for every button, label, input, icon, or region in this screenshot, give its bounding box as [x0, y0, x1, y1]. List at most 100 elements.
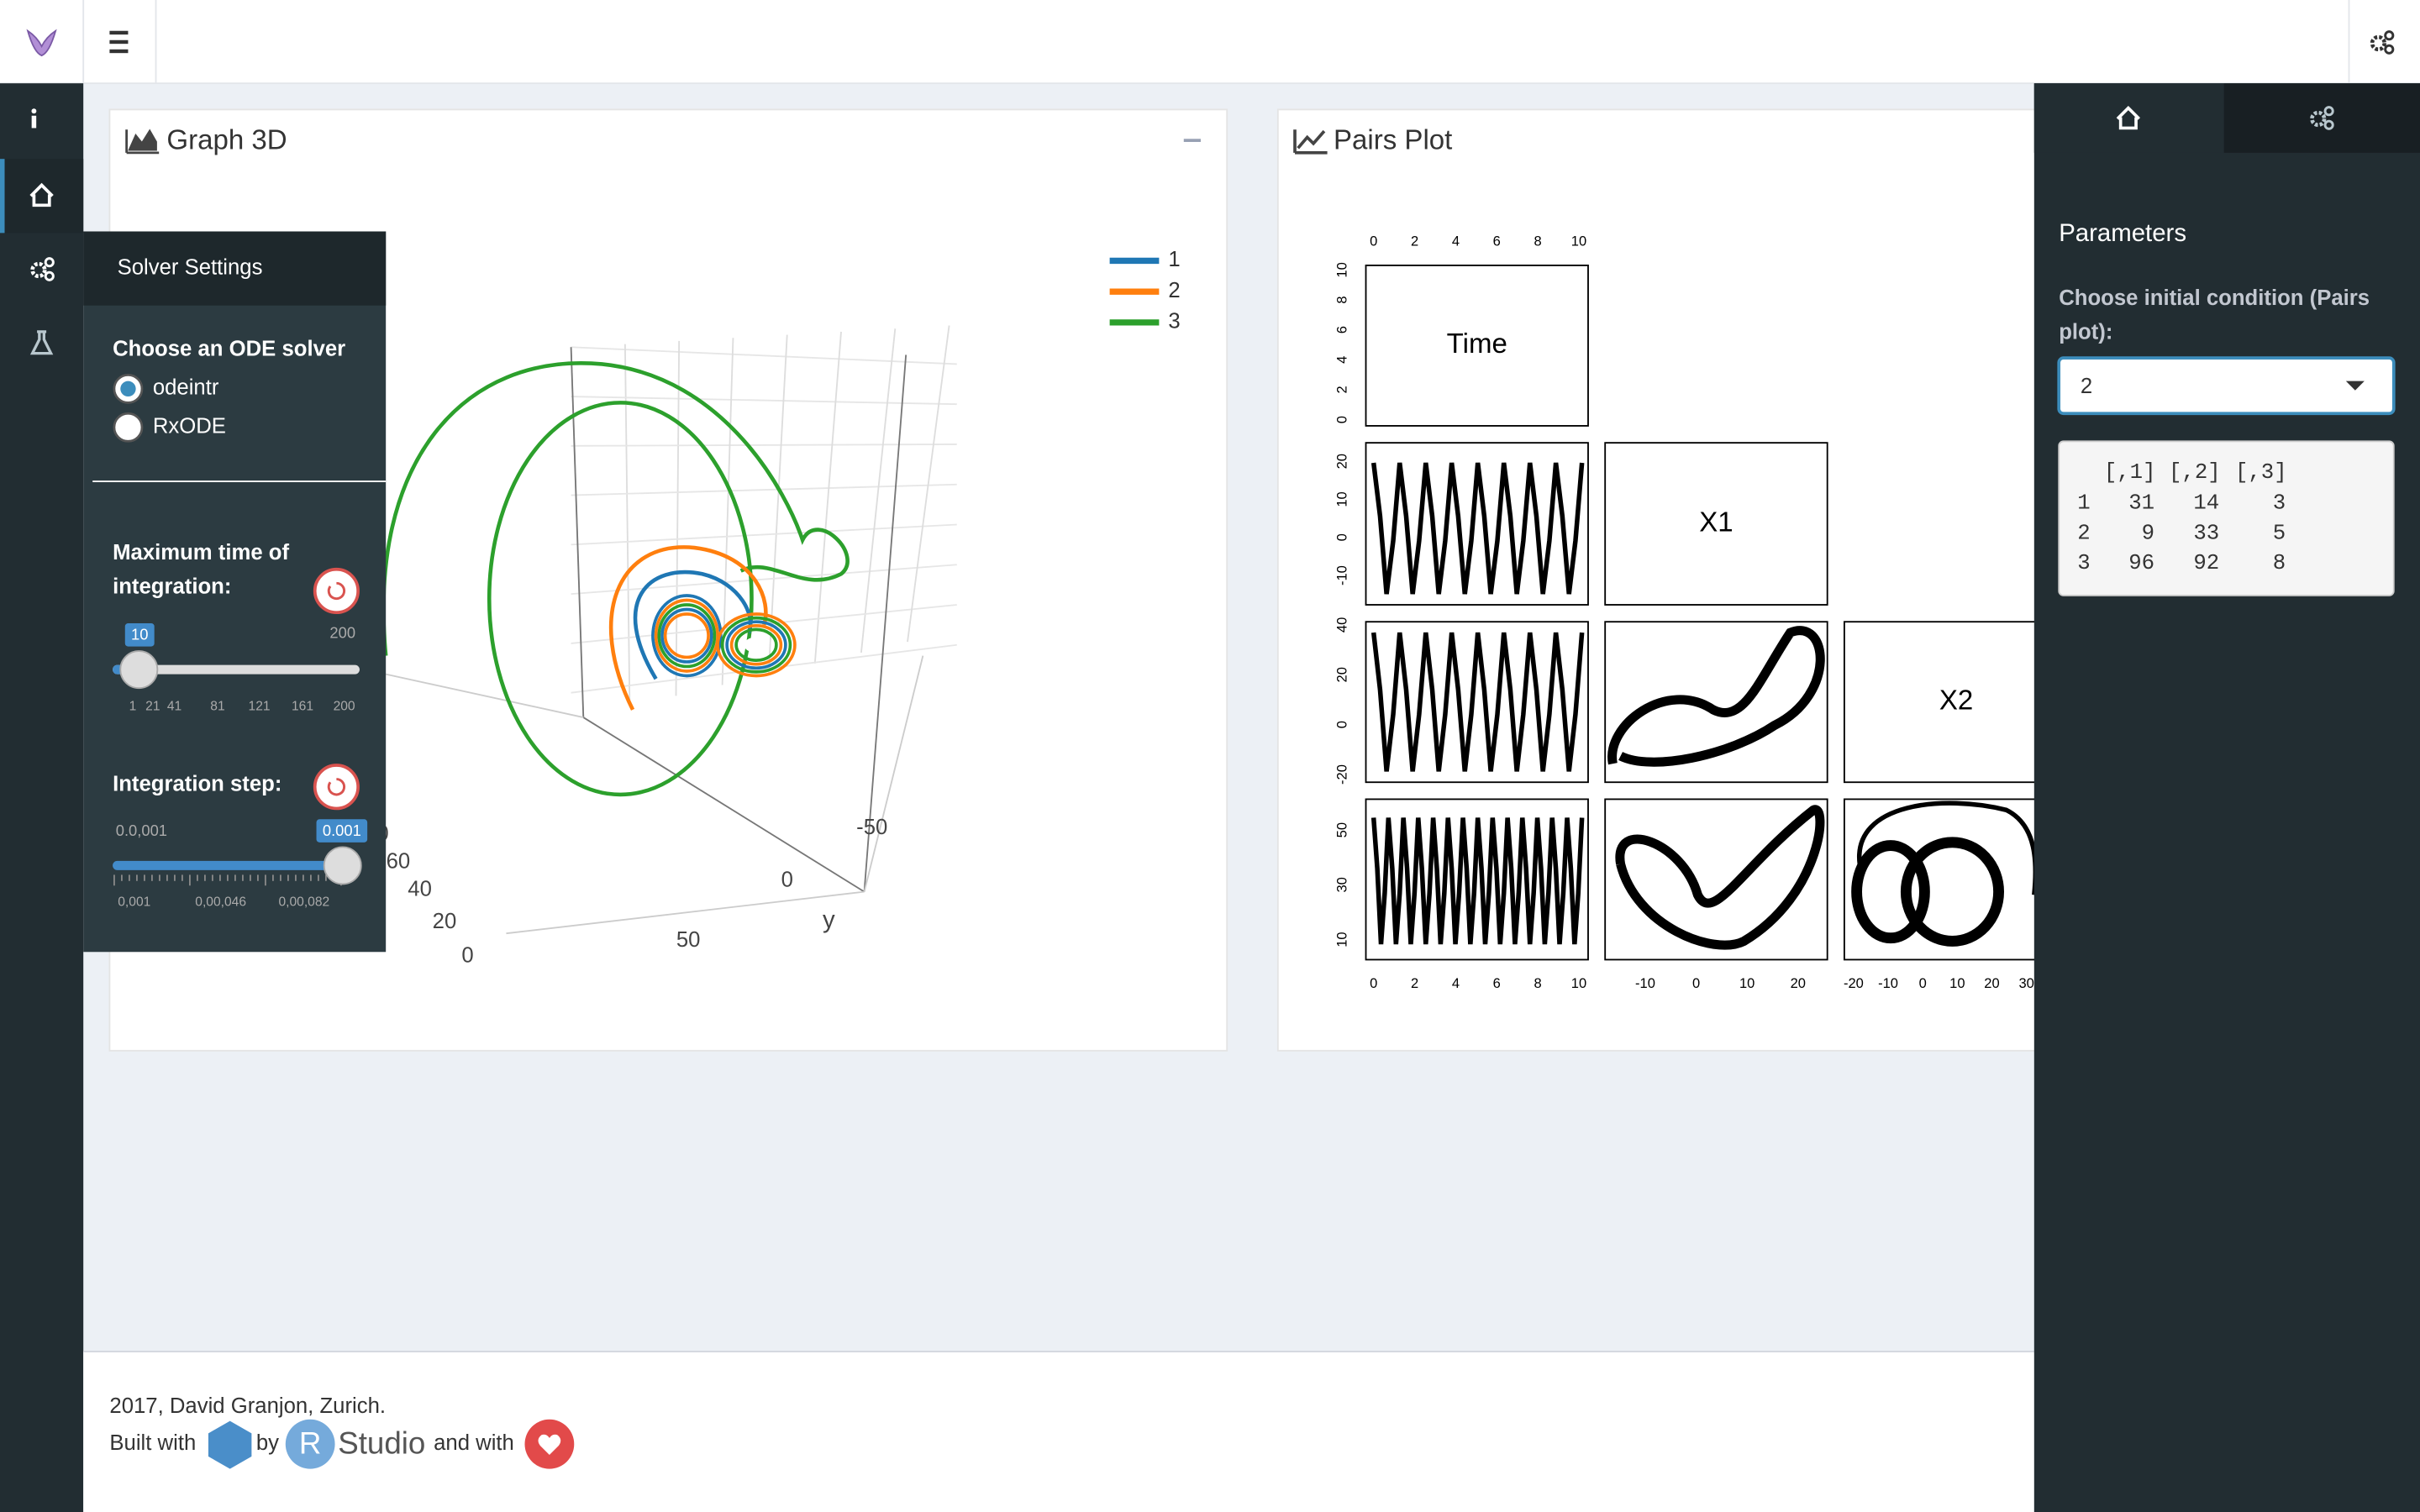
radio-label[interactable]: odeintr — [153, 376, 219, 400]
sidebar-active — [0, 159, 84, 234]
axis-tick-label: 30 — [1334, 877, 1349, 892]
slider-handle[interactable] — [119, 650, 159, 690]
slider-handle[interactable] — [323, 846, 362, 885]
table-header: [,1] — [2104, 460, 2156, 485]
gear-icon — [2323, 119, 2334, 130]
panel-label: X2 — [1939, 685, 1973, 716]
pairs-panel — [1365, 265, 1589, 427]
solver-settings-menu: Solver Settings Choose an ODE solver odein… — [83, 231, 387, 953]
axis-tick-label: 10 — [1571, 234, 1586, 249]
table-cell: 33 — [2193, 521, 2219, 545]
slider-tick-label: 200 — [334, 699, 355, 713]
select-input[interactable] — [2057, 356, 2396, 416]
axis-tick-label: 0 — [1334, 416, 1349, 423]
menu-toggle[interactable] — [109, 30, 129, 35]
attractor-loop — [729, 623, 783, 666]
axis-tick-label: 60 — [387, 850, 411, 874]
menu-header — [83, 231, 387, 306]
pairs-panel — [1843, 621, 2070, 784]
pairs-panel — [1604, 442, 1828, 606]
gear-icon — [2310, 110, 2327, 128]
radio-dot[interactable] — [120, 381, 136, 397]
slider-value-badge — [316, 819, 368, 843]
legend-label[interactable]: 1 — [1168, 248, 1180, 271]
axis-tick-label: 4 — [1452, 234, 1460, 249]
gear-icon — [44, 270, 55, 281]
gear-icon — [44, 257, 55, 268]
axis-tick-label: -20 — [1844, 975, 1864, 991]
control-tab[interactable] — [2033, 83, 2224, 153]
trajectory — [633, 570, 753, 680]
heart-icon — [538, 1434, 561, 1456]
axis-tick-label: 30 — [2018, 975, 2033, 991]
footer — [83, 1351, 2034, 1512]
slider-tick-label: 41 — [167, 699, 182, 713]
info-icon[interactable] — [31, 108, 37, 114]
grid-line-3d — [571, 483, 957, 496]
reset-button[interactable] — [313, 764, 360, 811]
attractor-loop — [663, 612, 710, 659]
grid-line-3d — [571, 396, 957, 406]
select-value[interactable]: 2 — [2081, 375, 2092, 398]
phase-portrait — [1615, 805, 1825, 950]
axis-title: y — [823, 906, 835, 933]
attractor-loop — [720, 616, 792, 674]
axis-tick-label: 4 — [1334, 356, 1349, 364]
home-icon — [2116, 105, 2141, 130]
gear-icon — [2384, 44, 2395, 55]
control-sidebar: Parameters Choose initial condition (Pair… — [2033, 83, 2420, 1512]
grid-line-3d — [860, 328, 897, 654]
slider-track — [113, 860, 343, 870]
control-sidebar-bg — [2033, 83, 2420, 1512]
collapse-button[interactable] — [1183, 139, 1201, 142]
footer-text: by — [256, 1431, 279, 1455]
area-chart-icon — [125, 129, 160, 155]
axis-tick-label: 8 — [1534, 975, 1542, 991]
radio-button[interactable] — [113, 412, 144, 443]
table-cell: 1 — [2077, 491, 2090, 516]
axis-tick-label: 2 — [1411, 234, 1418, 249]
axis-tick-label: -10 — [1334, 565, 1349, 585]
reset-button[interactable] — [313, 567, 360, 615]
attractor-center — [744, 637, 769, 653]
radio-label[interactable]: RxODE — [153, 415, 226, 438]
axis-tick-label: 20 — [1334, 454, 1349, 469]
legend-label[interactable]: 2 — [1168, 279, 1180, 302]
axis-tick-label: 0 — [1919, 975, 1927, 991]
axis-3d — [506, 890, 865, 935]
info-icon[interactable] — [31, 115, 37, 129]
attractor-loop — [657, 603, 717, 669]
grid-line-3d — [571, 346, 957, 365]
grid-line-3d — [907, 325, 950, 643]
time-series-x1 — [1370, 462, 1585, 595]
axis-tick-label: 2 — [1334, 386, 1349, 393]
menu-toggle[interactable] — [109, 49, 129, 54]
slider-value: 10 — [131, 626, 148, 643]
output-table-box — [2058, 440, 2395, 596]
axis-tick-label: 40 — [408, 878, 432, 901]
gear-icon — [2370, 34, 2387, 52]
attractor-loop — [734, 627, 778, 662]
input-label: plot): — [2059, 321, 2112, 344]
slider-tick-label: 0,00,082 — [278, 895, 329, 910]
shiny-logo — [208, 1420, 252, 1469]
phase-portrait — [1851, 840, 1930, 944]
header — [0, 0, 2420, 84]
axis-tick-label: 0 — [1334, 721, 1349, 728]
menu-toggle[interactable] — [109, 39, 129, 45]
footer-text: and with — [434, 1431, 514, 1455]
gear-icon — [30, 261, 47, 279]
axis-tick-label: -10 — [1878, 975, 1898, 991]
slider-tick-label: 161 — [292, 699, 313, 713]
axis-tick-label: 6 — [1334, 326, 1349, 333]
slider-value: 0.001 — [323, 822, 361, 839]
slider-track — [113, 664, 360, 675]
table-cell: 3 — [2273, 491, 2286, 516]
control-tab[interactable] — [2223, 83, 2420, 153]
time-series-x2 — [1370, 632, 1585, 772]
axis-tick-label: 8 — [1334, 296, 1349, 303]
legend-label[interactable]: 3 — [1168, 310, 1180, 333]
